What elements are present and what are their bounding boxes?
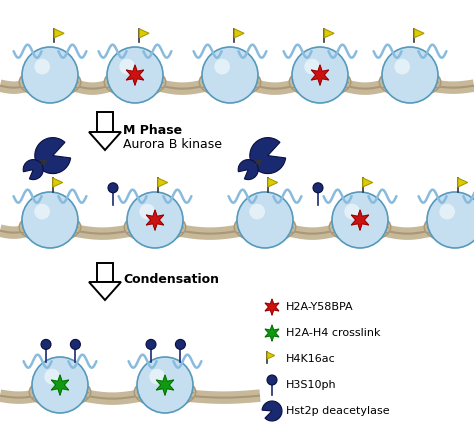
Text: M Phase: M Phase — [123, 124, 182, 137]
Polygon shape — [126, 65, 144, 85]
Circle shape — [237, 192, 293, 248]
Circle shape — [137, 357, 193, 413]
Circle shape — [34, 204, 50, 219]
Circle shape — [394, 59, 410, 74]
Polygon shape — [53, 178, 63, 187]
Circle shape — [439, 204, 455, 219]
Circle shape — [22, 192, 78, 248]
Circle shape — [292, 47, 348, 103]
Polygon shape — [351, 210, 369, 230]
Circle shape — [214, 59, 230, 74]
Circle shape — [139, 204, 155, 219]
Wedge shape — [23, 159, 43, 179]
Polygon shape — [97, 112, 113, 132]
Text: H2A-H4 crosslink: H2A-H4 crosslink — [286, 328, 381, 338]
Polygon shape — [458, 178, 468, 187]
Polygon shape — [139, 29, 149, 38]
Circle shape — [249, 204, 265, 219]
Text: H2A-Y58BPA: H2A-Y58BPA — [286, 302, 354, 312]
Polygon shape — [158, 178, 168, 187]
Polygon shape — [97, 263, 113, 282]
Wedge shape — [35, 138, 71, 174]
Ellipse shape — [104, 66, 166, 97]
Wedge shape — [262, 401, 282, 421]
Polygon shape — [51, 375, 69, 395]
Text: H4K16ac: H4K16ac — [286, 354, 336, 364]
Polygon shape — [265, 325, 279, 341]
Ellipse shape — [379, 66, 441, 97]
Ellipse shape — [134, 377, 196, 408]
Ellipse shape — [289, 66, 351, 97]
Polygon shape — [324, 29, 334, 38]
Ellipse shape — [199, 66, 261, 97]
Circle shape — [45, 369, 60, 385]
Ellipse shape — [234, 212, 296, 242]
Polygon shape — [89, 282, 121, 300]
Polygon shape — [311, 65, 329, 85]
Polygon shape — [414, 29, 424, 38]
Circle shape — [304, 59, 320, 74]
Polygon shape — [156, 375, 174, 395]
Polygon shape — [268, 178, 278, 187]
Polygon shape — [234, 29, 244, 38]
Wedge shape — [238, 159, 258, 179]
Circle shape — [313, 183, 323, 193]
Circle shape — [32, 357, 88, 413]
Circle shape — [382, 47, 438, 103]
Ellipse shape — [424, 212, 474, 242]
Circle shape — [22, 47, 78, 103]
Circle shape — [34, 59, 50, 74]
Ellipse shape — [19, 212, 81, 242]
Text: Condensation: Condensation — [123, 273, 219, 286]
Ellipse shape — [29, 377, 91, 408]
Polygon shape — [267, 352, 275, 359]
Polygon shape — [363, 178, 373, 187]
Circle shape — [146, 339, 156, 350]
Polygon shape — [54, 29, 64, 38]
Polygon shape — [265, 299, 279, 315]
Circle shape — [41, 339, 51, 350]
Circle shape — [175, 339, 185, 350]
Wedge shape — [250, 138, 286, 174]
Circle shape — [149, 369, 165, 385]
Polygon shape — [146, 210, 164, 230]
Circle shape — [119, 59, 135, 74]
Ellipse shape — [19, 66, 81, 97]
Ellipse shape — [329, 212, 391, 242]
Circle shape — [108, 183, 118, 193]
Ellipse shape — [124, 212, 186, 242]
Text: Hst2p deacetylase: Hst2p deacetylase — [286, 406, 390, 416]
Text: H3S10ph: H3S10ph — [286, 380, 337, 390]
Circle shape — [267, 375, 277, 385]
Circle shape — [427, 192, 474, 248]
Circle shape — [332, 192, 388, 248]
Circle shape — [344, 204, 360, 219]
Polygon shape — [89, 132, 121, 150]
Circle shape — [127, 192, 183, 248]
Circle shape — [202, 47, 258, 103]
Text: Aurora B kinase: Aurora B kinase — [123, 138, 222, 151]
Circle shape — [107, 47, 163, 103]
Circle shape — [71, 339, 81, 350]
